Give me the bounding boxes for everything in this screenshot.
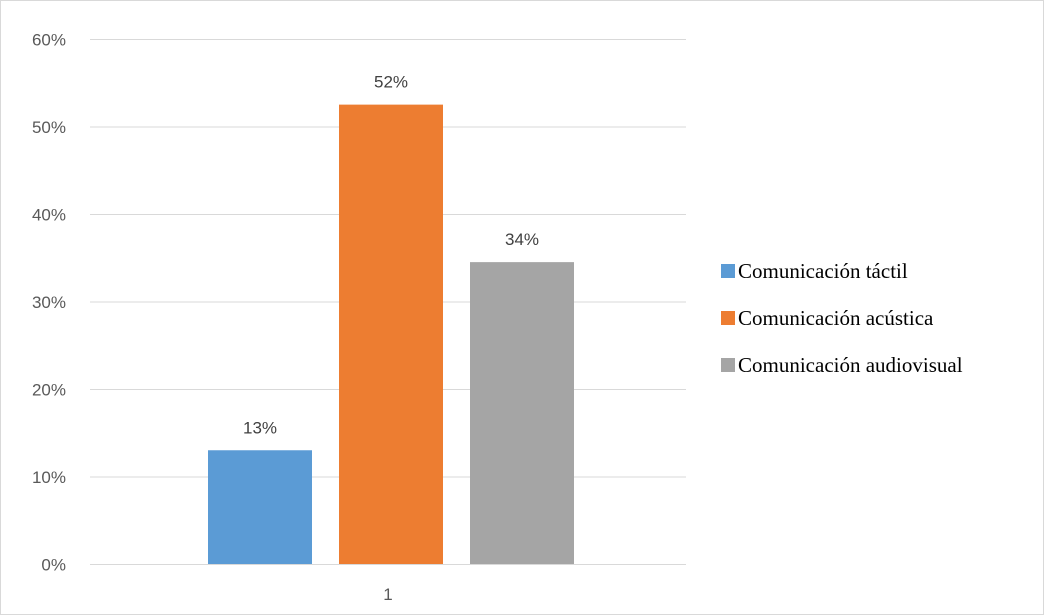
y-tick-label: 10% bbox=[32, 468, 66, 487]
data-label: 13% bbox=[243, 418, 277, 437]
y-tick-label: 50% bbox=[32, 118, 66, 137]
legend-label: Comunicación acústica bbox=[738, 306, 934, 330]
y-tick-label: 30% bbox=[32, 293, 66, 312]
data-label: 52% bbox=[374, 73, 408, 92]
legend: Comunicación táctil Comunicación acústica… bbox=[721, 259, 963, 377]
legend-swatch bbox=[721, 264, 735, 278]
bar-3 bbox=[470, 262, 574, 564]
legend-label: Comunicación audiovisual bbox=[738, 353, 963, 377]
legend-swatch bbox=[721, 311, 735, 325]
legend-swatch bbox=[721, 358, 735, 372]
data-label: 34% bbox=[505, 230, 539, 249]
y-tick-label: 0% bbox=[41, 556, 66, 575]
bar-2 bbox=[339, 104, 443, 564]
bars bbox=[208, 104, 574, 564]
x-axis: 1 bbox=[383, 585, 392, 604]
y-tick-label: 60% bbox=[32, 31, 66, 50]
x-tick-label: 1 bbox=[383, 585, 392, 604]
y-axis: 0% 10% 20% 30% 40% 50% 60% bbox=[32, 31, 66, 575]
legend-item: Comunicación acústica bbox=[721, 306, 934, 330]
y-tick-label: 40% bbox=[32, 206, 66, 225]
data-labels: 13% 52% 34% bbox=[243, 73, 539, 438]
bar-1 bbox=[208, 450, 312, 564]
legend-item: Comunicación táctil bbox=[721, 259, 908, 283]
legend-item: Comunicación audiovisual bbox=[721, 353, 963, 377]
legend-label: Comunicación táctil bbox=[738, 259, 908, 283]
y-tick-label: 20% bbox=[32, 381, 66, 400]
